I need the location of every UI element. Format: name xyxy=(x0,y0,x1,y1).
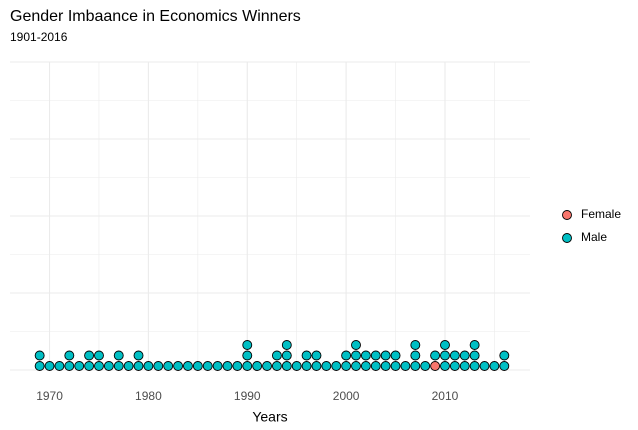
dot xyxy=(34,361,45,371)
legend-label: Male xyxy=(581,230,607,244)
dot xyxy=(390,361,401,371)
dot xyxy=(113,350,124,361)
dot xyxy=(351,361,361,371)
dot xyxy=(420,361,431,371)
dot xyxy=(311,350,322,361)
dot xyxy=(380,361,391,371)
x-tick-label: 1970 xyxy=(36,389,63,403)
dot xyxy=(351,350,361,361)
dot xyxy=(390,350,401,361)
dot xyxy=(271,350,282,361)
dot xyxy=(449,361,460,371)
dot xyxy=(54,361,65,371)
dot xyxy=(440,350,450,361)
dot xyxy=(469,350,480,361)
dot xyxy=(459,350,470,361)
chart-subtitle: 1901-2016 xyxy=(10,30,68,44)
dot xyxy=(281,350,292,361)
dot xyxy=(133,350,144,361)
dot xyxy=(94,361,104,371)
dot xyxy=(410,361,421,371)
legend-label: Female xyxy=(581,207,621,221)
dot xyxy=(113,361,124,371)
dot xyxy=(341,361,352,371)
dot xyxy=(351,340,361,350)
dot xyxy=(262,361,272,371)
dot xyxy=(123,361,134,371)
dot xyxy=(440,340,450,350)
x-axis-label: Years xyxy=(252,409,287,425)
chart-title: Gender Imbaance in Economics Winners xyxy=(10,8,301,25)
dot xyxy=(64,361,75,371)
dot xyxy=(311,361,322,371)
dot xyxy=(212,361,223,371)
dot xyxy=(94,350,104,361)
dot xyxy=(499,350,510,361)
legend-swatch xyxy=(562,210,572,220)
x-tick-label: 2010 xyxy=(432,389,459,403)
dot xyxy=(430,350,441,361)
dot xyxy=(479,361,490,371)
dot xyxy=(232,361,243,371)
dot xyxy=(281,361,292,371)
dot xyxy=(143,361,154,371)
dot xyxy=(449,350,460,361)
x-tick-label: 1990 xyxy=(234,389,261,403)
dot xyxy=(74,361,85,371)
dot xyxy=(430,361,441,371)
legend-swatch xyxy=(562,233,572,243)
dot xyxy=(380,350,391,361)
dot xyxy=(84,361,95,371)
dot xyxy=(499,361,510,371)
dot xyxy=(331,361,342,371)
dot xyxy=(370,361,381,371)
x-tick-label: 1980 xyxy=(135,389,162,403)
dot xyxy=(469,340,480,350)
dot xyxy=(271,361,282,371)
dot xyxy=(281,340,292,350)
dot xyxy=(163,361,174,371)
dot xyxy=(469,361,480,371)
dot xyxy=(153,361,164,371)
dot xyxy=(242,350,253,361)
dot xyxy=(242,340,253,350)
dot xyxy=(103,361,114,371)
dot xyxy=(44,361,55,371)
dot xyxy=(64,350,75,361)
dot xyxy=(202,361,213,371)
dot xyxy=(222,361,233,371)
dot xyxy=(173,361,184,371)
dot xyxy=(440,361,450,371)
dot xyxy=(489,361,500,371)
dot xyxy=(34,350,45,361)
dot xyxy=(291,361,302,371)
dot xyxy=(400,361,411,371)
dot xyxy=(242,361,253,371)
dot xyxy=(410,350,421,361)
dot xyxy=(252,361,263,371)
dot xyxy=(192,361,203,371)
dot xyxy=(321,361,332,371)
dot xyxy=(360,361,371,371)
x-tick-label: 2000 xyxy=(333,389,360,403)
dot xyxy=(370,350,381,361)
dot xyxy=(182,361,193,371)
dot xyxy=(360,350,371,361)
dot xyxy=(410,340,421,350)
dot xyxy=(133,361,144,371)
dot xyxy=(341,350,352,361)
dot xyxy=(301,350,312,361)
dot xyxy=(301,361,312,371)
dot xyxy=(84,350,95,361)
dot xyxy=(459,361,470,371)
